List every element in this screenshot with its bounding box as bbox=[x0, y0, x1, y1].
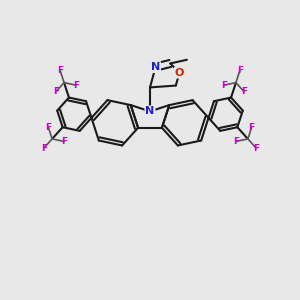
Text: O: O bbox=[175, 68, 184, 78]
Text: F: F bbox=[253, 143, 259, 152]
Text: F: F bbox=[241, 87, 247, 96]
Text: F: F bbox=[237, 66, 243, 75]
Text: F: F bbox=[57, 66, 63, 75]
Text: F: F bbox=[249, 123, 255, 132]
Text: F: F bbox=[221, 81, 227, 90]
Text: F: F bbox=[41, 143, 47, 152]
Text: F: F bbox=[61, 137, 67, 146]
Text: F: F bbox=[233, 137, 239, 146]
Text: F: F bbox=[73, 81, 79, 90]
Text: N: N bbox=[151, 62, 160, 72]
Text: F: F bbox=[53, 87, 59, 96]
Text: F: F bbox=[45, 123, 51, 132]
Text: N: N bbox=[146, 106, 154, 116]
